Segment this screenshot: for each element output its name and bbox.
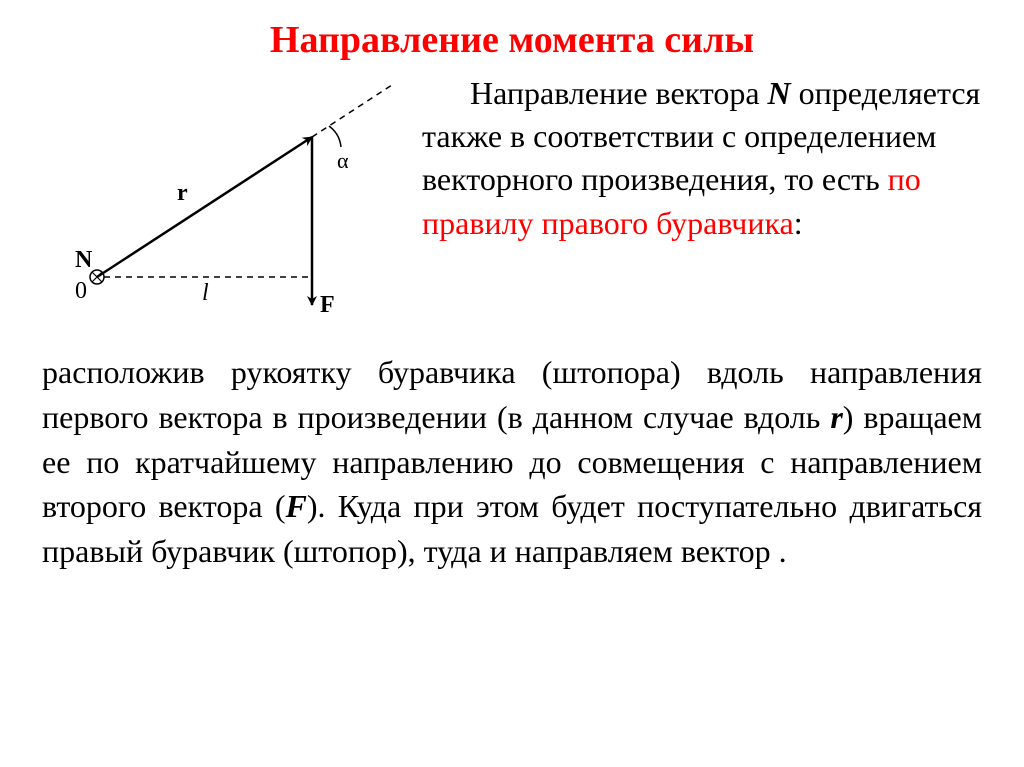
page: Направление момента силы [0, 0, 1024, 584]
upper-row: N 0 r l F α Направление вектора N опреде… [42, 72, 982, 332]
upper-tail: : [794, 205, 803, 241]
label-F: F [320, 292, 335, 318]
page-title: Направление момента силы [42, 18, 982, 62]
lower-r: r [830, 399, 842, 435]
label-r: r [177, 180, 188, 206]
label-zero: 0 [75, 278, 87, 304]
upper-paragraph: Направление вектора N определяется также… [422, 72, 982, 245]
upper-text: Направление вектора N определяется также… [422, 72, 982, 245]
diagram: N 0 r l F α [42, 72, 422, 332]
moment-diagram-svg: N 0 r l F α [42, 72, 422, 332]
lower-F: F [285, 488, 306, 524]
label-alpha: α [337, 148, 349, 173]
vector-r [97, 137, 312, 277]
vector-r-extension [312, 85, 392, 137]
label-N: N [75, 247, 93, 273]
upper-N: N [768, 75, 791, 111]
upper-pre: Направление вектора [470, 75, 768, 111]
angle-arc-alpha [329, 126, 341, 147]
label-l: l [202, 280, 209, 306]
lower-paragraph: расположив рукоятку буравчика (штопора) … [42, 350, 982, 574]
